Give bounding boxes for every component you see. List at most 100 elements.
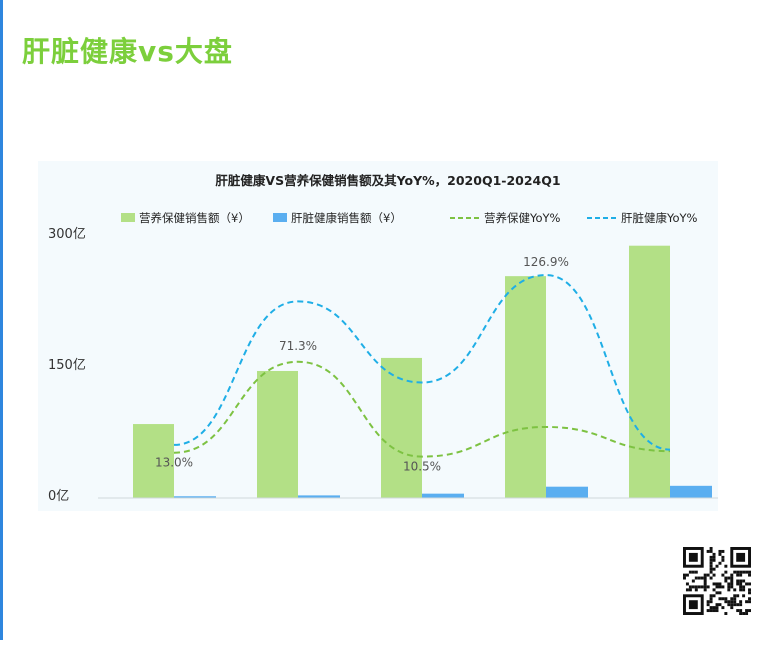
qr-module: [724, 576, 728, 580]
qr-module: [739, 603, 743, 607]
qr-module: [733, 594, 737, 598]
qr-module: [748, 588, 751, 592]
legend-swatch: [273, 213, 287, 222]
qr-module: [709, 609, 713, 613]
qr-module: [703, 579, 707, 583]
qr-module: [727, 588, 731, 592]
qr-module: [730, 573, 734, 577]
qr-module: [727, 582, 731, 586]
qr-module: [706, 585, 710, 589]
qr-module: [730, 585, 734, 589]
qr-module: [712, 606, 716, 610]
bar-sales-total: [381, 357, 422, 498]
qr-module: [721, 597, 725, 601]
qr-module: [694, 585, 698, 589]
qr-module: [706, 603, 710, 607]
qr-module: [718, 591, 722, 595]
qr-module: [742, 570, 746, 574]
qr-module: [724, 612, 728, 615]
qr-module: [709, 597, 713, 601]
qr-finder-module: [688, 600, 698, 610]
qr-module: [739, 600, 743, 604]
qr-module: [733, 570, 737, 574]
qr-module: [721, 606, 725, 610]
qr-module: [739, 585, 743, 589]
qr-module: [712, 552, 716, 556]
qr-module: [730, 582, 734, 586]
qr-module: [724, 597, 728, 601]
qr-module: [706, 609, 710, 613]
qr-module: [694, 588, 698, 592]
qr-module: [709, 558, 713, 562]
legend-label: 肝脏健康销售额（¥）: [291, 211, 402, 225]
qr-module: [736, 570, 740, 574]
qr-module: [739, 612, 743, 615]
qr-module: [715, 606, 719, 610]
qr-module: [712, 555, 716, 559]
qr-module: [688, 570, 692, 574]
qr-module: [700, 585, 704, 589]
qr-module: [715, 582, 719, 586]
qr-module: [742, 588, 746, 592]
bars-group: [133, 245, 712, 498]
qr-module: [730, 603, 734, 607]
data-label: 71.3%: [279, 339, 317, 353]
qr-module: [721, 585, 725, 589]
bar-sales-total: [257, 370, 298, 498]
bar-sales-total: [629, 245, 670, 498]
qr-module: [727, 603, 731, 607]
bar-sales-liver: [422, 493, 464, 498]
qr-module: [709, 549, 713, 553]
qr-module: [748, 597, 751, 601]
line-total-yoy: [173, 360, 671, 458]
data-label: 126.9%: [523, 255, 569, 269]
qr-module: [739, 570, 743, 574]
qr-module: [709, 576, 713, 580]
qr-module: [691, 585, 695, 589]
qr-module: [724, 570, 728, 574]
qr-module: [703, 576, 707, 580]
qr-module: [718, 549, 722, 553]
qr-module: [709, 561, 713, 565]
qr-module: [730, 576, 734, 580]
qr-module: [688, 588, 692, 592]
qr-module: [739, 588, 743, 592]
qr-module: [685, 582, 689, 586]
y-tick-label: 150亿: [48, 358, 86, 373]
qr-module: [718, 582, 722, 586]
qr-module: [730, 579, 734, 583]
qr-module: [709, 555, 713, 559]
legend-label: 肝脏健康YoY%: [621, 211, 698, 225]
qr-module: [742, 594, 746, 598]
qr-module: [683, 576, 686, 580]
qr-module: [724, 600, 728, 604]
qr-module: [721, 549, 725, 553]
qr-code-icon: [683, 547, 751, 615]
bar-sales-liver: [670, 485, 712, 498]
qr-module: [706, 600, 710, 604]
qr-module: [703, 585, 707, 589]
qr-module: [712, 609, 716, 613]
qr-module: [727, 585, 731, 589]
bar-sales-total: [505, 276, 546, 498]
qr-module: [706, 549, 710, 553]
qr-module: [748, 573, 751, 577]
qr-module: [703, 582, 707, 586]
qr-module: [721, 558, 725, 562]
qr-module: [712, 582, 716, 586]
qr-module: [691, 579, 695, 583]
qr-module: [712, 588, 716, 592]
qr-module: [745, 582, 749, 586]
qr-module: [718, 552, 722, 556]
qr-module: [709, 547, 713, 550]
chart-panel: 肝脏健康VS营养保健销售额及其YoY%，2020Q1-2024Q1 营养保健销售…: [38, 161, 718, 511]
qr-module: [709, 570, 713, 574]
qr-module: [727, 600, 731, 604]
qr-module: [715, 603, 719, 607]
page-title: 肝脏健康vs大盘: [22, 35, 233, 68]
qr-module: [730, 597, 734, 601]
legend-label: 营养保健销售额（¥）: [139, 211, 250, 225]
y-tick-label: 300亿: [48, 227, 86, 242]
chart-legend: 营养保健销售额（¥） 肝脏健康销售额（¥） 营养保健YoY% 肝脏健康YoY%: [121, 211, 698, 225]
qr-module: [706, 573, 710, 577]
